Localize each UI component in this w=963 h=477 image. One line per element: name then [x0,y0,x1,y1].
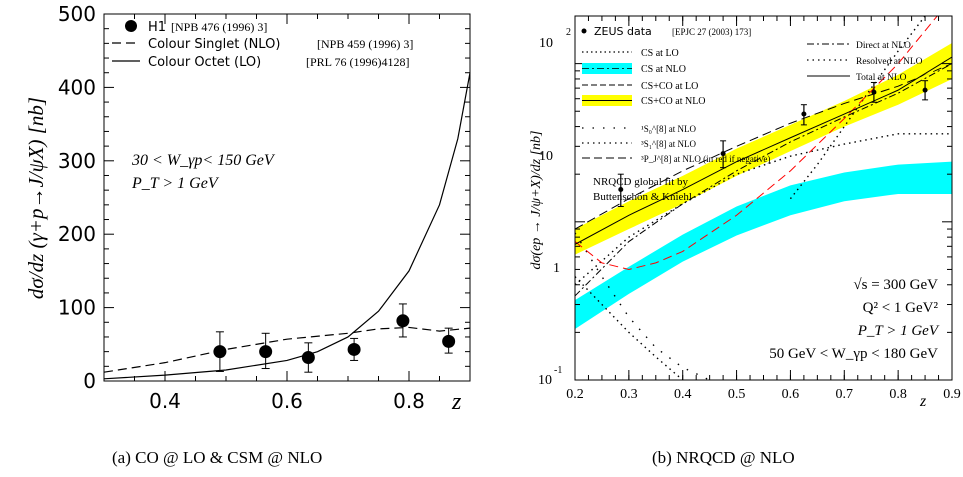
data-points-b [617,80,929,207]
data-point [259,345,273,359]
x-ticks-a: 0.4 0.6 0.8 [134,14,440,413]
legend-marker-h1 [125,20,137,32]
y-tick-label-a: 100 [58,296,96,320]
x-tick-label-a: 0.6 [271,389,303,413]
caption-a: (a) CO @ LO & CSM @ NLO [112,448,323,467]
series-line [575,179,952,315]
legend-zeus: ZEUS data [594,25,652,38]
panel-a: 0 100 200 300 400 500 0.4 0.6 0.8 H1 [NPB 476 (… [24,2,471,415]
legend-singlet: Colour Singlet (NLO) [148,37,280,52]
caption-b: (b) NRQCD @ NLO [652,448,795,467]
bands-b [575,43,952,330]
y-ticks-b [575,15,952,381]
series-line [575,232,710,380]
series-line [575,63,952,230]
y-tick-label-a: 400 [58,75,96,99]
legend-3pj: ³P_J^[8] at NLO (in red if negative) [641,154,770,164]
series-line [575,16,938,270]
annotation-pt: P_T > 1 GeV [857,323,940,339]
series-line [575,56,952,245]
data-point [720,151,726,157]
annotation-fit-line2: Buttenschön & Kniehl [593,191,692,203]
x-tick-label-a: 0.4 [149,389,181,413]
y-tick-label-100-exp: 2 [566,27,571,38]
x-tick-label-b: 0.7 [836,387,854,402]
y-tick-label-a: 0 [83,369,96,393]
y-tick-label-10: 10 [539,149,553,164]
data-point [301,351,315,365]
panel-b: 0.2 0.3 0.4 0.5 0.6 0.7 0.8 0.9 10 -1 1 10 10 2… [529,15,961,410]
legend-3s1: ³S₁^[8] at NLO [641,139,697,149]
annotation-q2: Q² < 1 GeV² [863,300,939,316]
annotation-fit-line1: NRQCD global fit by [593,176,689,188]
legend-1s0: ¹S₀^[8] at NLO [641,124,697,134]
curves-b [575,16,952,380]
data-point [922,87,928,93]
legend-direct: Direct at NLO [856,41,911,51]
x-axis-label-a: z [451,389,462,415]
legend-h1: H1 [148,20,166,35]
data-point [801,111,807,117]
legend-cs-nlo: CS at NLO [641,64,686,75]
series-line [103,72,471,380]
legend-csco-nlo: CS+CO at NLO [641,96,706,107]
legend-singlet-ref: [NPB 459 (1996) 3] [317,37,413,51]
data-points-a [213,303,456,373]
annotation-w-range: 30 < W_γp< 150 GeV [131,152,276,169]
x-tick-label-b: 0.8 [889,387,907,402]
x-tick-label-a: 0.8 [393,389,425,413]
annotation-w: 50 GeV < W_γp < 180 GeV [769,346,938,362]
legend-zeus-ref: [EPJC 27 (2003) 173] [672,27,751,37]
data-point [618,187,624,193]
x-tick-label-b: 0.5 [728,387,746,402]
y-tick-label-100: 10 [539,36,553,51]
y-tick-label-a: 300 [58,149,96,173]
x-tick-label-b: 0.9 [943,387,961,402]
y-tick-label-0.1-exp: -1 [554,365,562,376]
data-point [213,345,227,359]
y-tick-label-a: 500 [58,2,96,26]
legend-total: Total at NLO [856,73,907,83]
annotation-pt-cut: P_T > 1 GeV [131,175,220,192]
data-point [347,342,361,356]
legend-h1-ref: [NPB 476 (1996) 3] [171,20,267,34]
legend-octet-ref: [PRL 76 (1996)4128] [306,55,410,69]
x-tick-label-b: 0.4 [674,387,692,402]
data-point [396,314,410,328]
series-line [103,326,471,373]
data-point [871,89,877,95]
legend-octet: Colour Octet (LO) [148,55,261,70]
y-tick-label-0.1: 10 [538,373,552,388]
y-axis-label-b: dσ(ep → J/ψ+X)/dz [nb] [529,131,544,270]
series-line [575,276,684,380]
annotation-sqrt-s: √s = 300 GeV [853,277,938,293]
data-point [442,334,456,348]
series-band [575,161,952,330]
y-tick-label-1: 1 [553,261,560,276]
legend-resolved: Resolved at NLO [856,57,923,67]
x-tick-label-b: 0.2 [566,387,584,402]
x-axis-label-b: z [919,393,927,410]
y-ticks-a: 0 100 200 300 400 500 [58,2,470,393]
y-tick-label-a: 200 [58,222,96,246]
x-ticks-b: 0.2 0.3 0.4 0.5 0.6 0.7 0.8 0.9 [566,16,961,402]
curves-a [103,72,471,380]
y-axis-label-a: dσ/dz (γ+p→J/ψX) [nb] [24,97,48,299]
x-tick-label-b: 0.6 [782,387,800,402]
x-tick-label-b: 0.3 [620,387,638,402]
legend-marker-zeus [581,28,587,34]
legend-csco-lo: CS+CO at LO [641,81,698,92]
series-band [575,43,952,255]
legend-cs-lo: CS at LO [641,48,679,59]
series-line [575,63,952,297]
